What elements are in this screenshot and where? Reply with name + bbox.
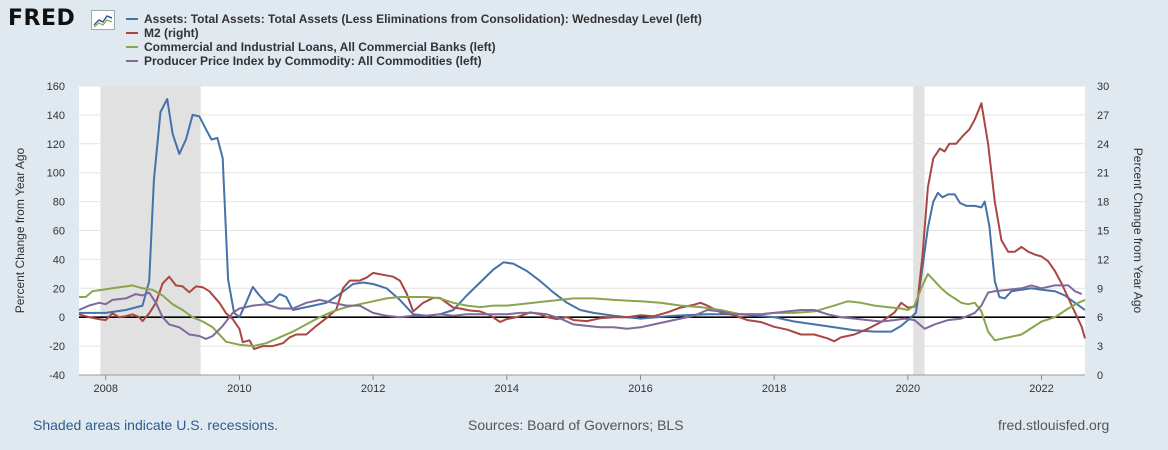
recession-note: Shaded areas indicate U.S. recessions. (33, 417, 279, 433)
y-axis-title-left: Percent Change from Year Ago (13, 147, 27, 313)
legend-swatch (126, 60, 138, 62)
y-tick-label-right: 6 (1097, 312, 1103, 324)
y-tick-label-left: 0 (59, 312, 65, 324)
y-tick-label-right: 24 (1097, 139, 1109, 151)
y-tick-label-left: 120 (47, 139, 65, 151)
legend-item-m2[interactable]: M2 (right) (126, 26, 702, 40)
x-tick-label: 2010 (227, 383, 251, 395)
chart-line-icon (91, 10, 115, 30)
legend-item-ppi[interactable]: Producer Price Index by Commodity: All C… (126, 54, 702, 68)
y-tick-label-right: 0 (1097, 370, 1103, 382)
y-tick-label-left: 80 (53, 197, 65, 209)
y-tick-label-left: 40 (53, 254, 65, 266)
y-tick-label-right: 3 (1097, 341, 1103, 353)
y-tick-label-right: 18 (1097, 197, 1109, 209)
series-line-1 (78, 102, 1086, 350)
chart-legend: Assets: Total Assets: Total Assets (Less… (126, 12, 702, 68)
y-tick-label-left: 20 (53, 283, 65, 295)
sources-text: Sources: Board of Governors; BLS (468, 417, 684, 433)
legend-label: Assets: Total Assets: Total Assets (Less… (144, 12, 702, 26)
y-tick-label-left: 60 (53, 226, 65, 238)
x-tick-label: 2022 (1029, 383, 1053, 395)
y-tick-label-right: 9 (1097, 283, 1103, 295)
x-tick-label: 2012 (361, 383, 385, 395)
legend-label: Commercial and Industrial Loans, All Com… (144, 40, 496, 54)
y-tick-label-right: 21 (1097, 168, 1109, 180)
x-tick-label: 2008 (93, 383, 117, 395)
y-tick-label-right: 15 (1097, 226, 1109, 238)
legend-label: Producer Price Index by Commodity: All C… (144, 54, 482, 68)
legend-swatch (126, 32, 138, 34)
series-line-2 (79, 272, 1086, 348)
site-link[interactable]: fred.stlouisfed.org (998, 417, 1110, 433)
y-tick-label-left: 160 (47, 81, 65, 93)
y-tick-label-left: -20 (49, 341, 65, 353)
y-tick-label-right: 12 (1097, 254, 1109, 266)
y-tick-label-right: 27 (1097, 110, 1109, 122)
x-tick-label: 2018 (762, 383, 786, 395)
legend-swatch (126, 18, 138, 20)
y-tick-label-left: -40 (49, 370, 65, 382)
y-axis-title-right: Percent Change from Year Ago (1131, 148, 1145, 314)
legend-label: M2 (right) (144, 26, 199, 40)
y-tick-label-left: 100 (47, 168, 65, 180)
x-tick-label: 2014 (495, 383, 519, 395)
legend-swatch (126, 46, 138, 48)
legend-item-ci-loans[interactable]: Commercial and Industrial Loans, All Com… (126, 40, 702, 54)
series-line-3 (78, 284, 1083, 340)
y-tick-label-left: 140 (47, 110, 65, 122)
fred-logo[interactable]: FRED (8, 6, 76, 31)
series-line-0 (79, 98, 1086, 333)
legend-item-assets[interactable]: Assets: Total Assets: Total Assets (Less… (126, 12, 702, 26)
x-tick-label: 2016 (628, 383, 652, 395)
x-tick-label: 2020 (896, 383, 920, 395)
y-tick-label-right: 30 (1097, 81, 1109, 93)
